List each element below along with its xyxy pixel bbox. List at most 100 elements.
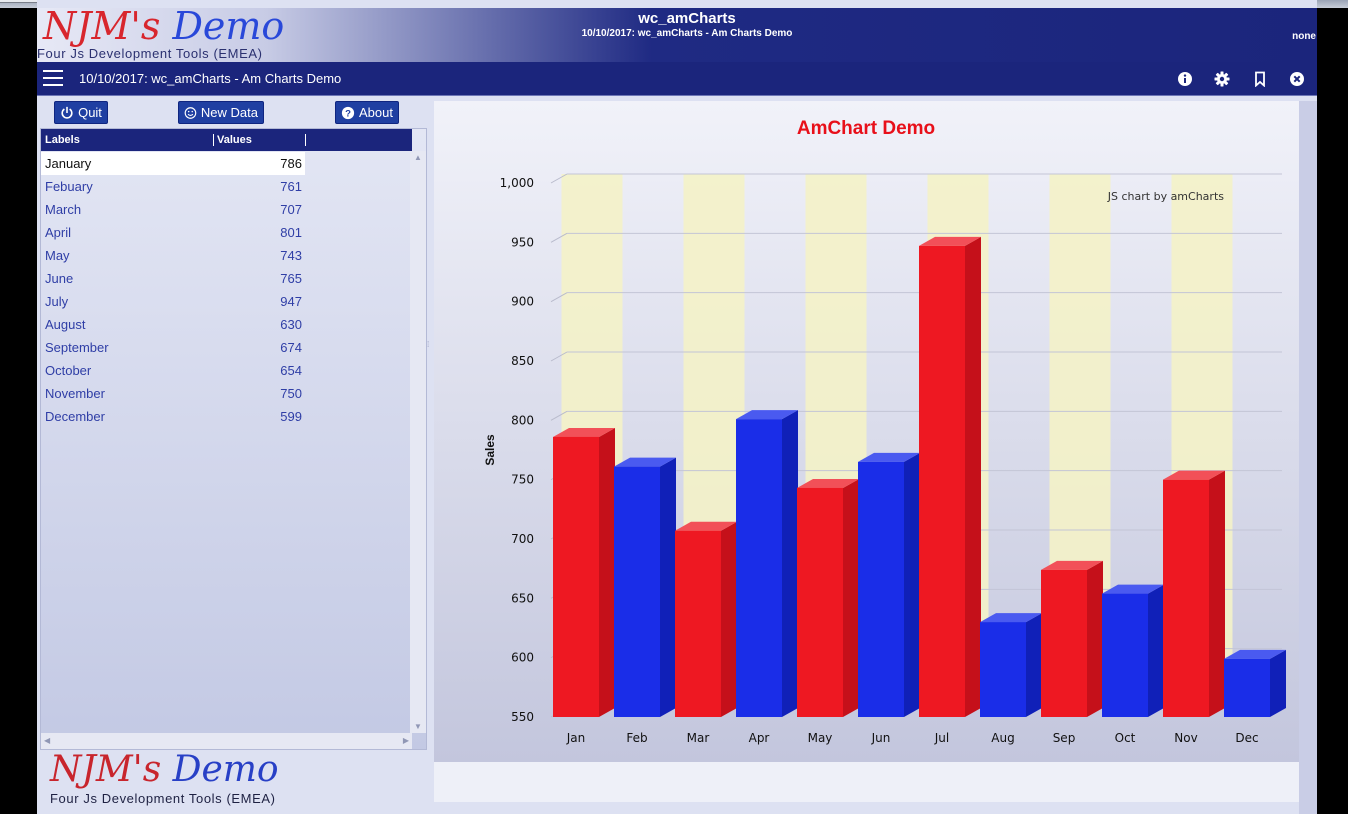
scroll-down-icon[interactable]: ▼	[414, 722, 422, 731]
chart-credit: JS chart by amCharts	[1107, 190, 1224, 203]
column-header-values[interactable]: Values	[213, 134, 252, 146]
x-tick-label: Apr	[749, 731, 770, 745]
row-value: 786	[280, 156, 302, 171]
x-tick-label: Sep	[1053, 731, 1076, 745]
y-tick-label: 700	[511, 532, 534, 546]
bar-top	[1102, 584, 1164, 594]
bar-side	[782, 410, 798, 717]
svg-text:?: ?	[345, 108, 351, 119]
row-label: May	[45, 248, 70, 263]
row-value: 947	[280, 294, 302, 309]
data-table: Labels Values January 786 Febuary 761 March 7…	[40, 128, 427, 750]
row-label: November	[45, 386, 105, 401]
table-row[interactable]: April 801	[41, 221, 412, 244]
row-value: 801	[280, 225, 302, 240]
table-row[interactable]: June 765	[41, 267, 412, 290]
table-row[interactable]: March 707	[41, 198, 412, 221]
footer-logo-part1: NJM's	[50, 749, 162, 790]
bar	[614, 466, 660, 717]
row-value: 765	[280, 271, 302, 286]
column-header-labels[interactable]: Labels	[45, 134, 80, 146]
bar-side	[1148, 584, 1164, 717]
footer-logo-subtitle: Four Js Development Tools (EMEA)	[50, 791, 276, 806]
row-value: 630	[280, 317, 302, 332]
new-data-label: New Data	[200, 105, 258, 120]
splitter-handle[interactable]: ⁞	[427, 340, 430, 349]
table-row[interactable]: May 743	[41, 244, 412, 267]
bar-side	[599, 427, 615, 717]
footer-logo-part2: Demo	[172, 749, 279, 790]
quit-button[interactable]: Quit	[54, 101, 108, 124]
x-tick-label: Jun	[871, 731, 891, 745]
bar	[553, 436, 599, 717]
left-panel: Quit New Data ? About Labels Values Janu…	[37, 97, 434, 814]
bar-side	[904, 452, 920, 717]
toolbar-title: 10/10/2017: wc_amCharts - Am Charts Demo	[79, 71, 342, 86]
table-row[interactable]: September 674	[41, 336, 412, 359]
header-center: wc_amCharts 10/10/2017: wc_amCharts - Am…	[537, 10, 837, 39]
x-tick-label: Jan	[566, 731, 586, 745]
row-label: June	[45, 271, 74, 286]
row-value: 750	[280, 386, 302, 401]
logo-part1: NJM's	[43, 4, 161, 48]
bar-side	[843, 478, 859, 717]
scroll-left-icon[interactable]: ◀	[44, 736, 51, 745]
row-label: March	[45, 202, 82, 217]
new-data-button[interactable]: New Data	[178, 101, 264, 124]
row-label: Febuary	[45, 179, 93, 194]
scroll-up-icon[interactable]: ▲	[414, 153, 422, 162]
bar-top	[1163, 470, 1225, 480]
bookmark-icon[interactable]	[1252, 71, 1268, 87]
y-tick-label: 1,000	[500, 176, 534, 190]
table-row[interactable]: January 786	[41, 152, 305, 175]
footer-logo: NJM's Demo Four Js Development Tools (EM…	[50, 749, 279, 807]
x-tick-label: Nov	[1174, 731, 1197, 745]
y-tick-label: 900	[511, 295, 534, 309]
chart: 550 600 650 700 750 800 850 900 950 1,000 JS chart…	[483, 118, 1286, 745]
close-icon[interactable]	[1289, 71, 1305, 87]
user-label: none	[1292, 31, 1316, 42]
smiley-icon	[184, 106, 197, 119]
table-row[interactable]: November 750	[41, 382, 412, 405]
vertical-scrollbar[interactable]: ▲ ▼	[410, 151, 426, 733]
right-gutter	[1299, 101, 1317, 814]
table-row[interactable]: August 630	[41, 313, 412, 336]
x-tick-label: Aug	[991, 731, 1014, 745]
row-label: October	[45, 363, 92, 378]
bar	[980, 622, 1026, 717]
y-tick-label: 800	[511, 413, 534, 427]
table-body: January 786 Febuary 761 March 707 April 801 May 7…	[41, 152, 412, 428]
bar-top	[797, 478, 859, 488]
logo-part2: Demo	[172, 4, 285, 48]
bar-side	[660, 457, 676, 717]
row-value: 654	[280, 363, 302, 378]
info-icon[interactable]	[1177, 71, 1193, 87]
scroll-right-icon[interactable]: ▶	[402, 736, 409, 745]
chart-lower-area	[434, 762, 1299, 802]
about-button[interactable]: ? About	[335, 101, 399, 124]
table-row[interactable]: Febuary 761	[41, 175, 412, 198]
table-row[interactable]: July 947	[41, 290, 412, 313]
bar-top	[858, 452, 920, 462]
x-tick-label: Dec	[1235, 731, 1258, 745]
bar	[1163, 479, 1209, 717]
grid-line-depth	[550, 173, 568, 184]
logo: NJM's Demo	[43, 6, 284, 46]
horizontal-scrollbar[interactable]: ◀ ▶	[41, 733, 412, 749]
gear-icon[interactable]	[1214, 71, 1230, 87]
bar	[736, 419, 782, 717]
row-value: 599	[280, 409, 302, 424]
table-row[interactable]: December 599	[41, 405, 412, 428]
bar-top	[614, 457, 676, 467]
menu-icon[interactable]	[43, 70, 63, 86]
bar-top	[1224, 649, 1286, 659]
bar-side	[1026, 613, 1042, 717]
bar-side	[1270, 649, 1286, 717]
logo-subtitle: Four Js Development Tools (EMEA)	[37, 46, 263, 61]
bar	[1102, 593, 1148, 717]
bar-top	[980, 613, 1042, 623]
x-tick-label: Oct	[1115, 731, 1136, 745]
row-label: December	[45, 409, 105, 424]
table-row[interactable]: October 654	[41, 359, 412, 382]
y-tick-label: 850	[511, 354, 534, 368]
